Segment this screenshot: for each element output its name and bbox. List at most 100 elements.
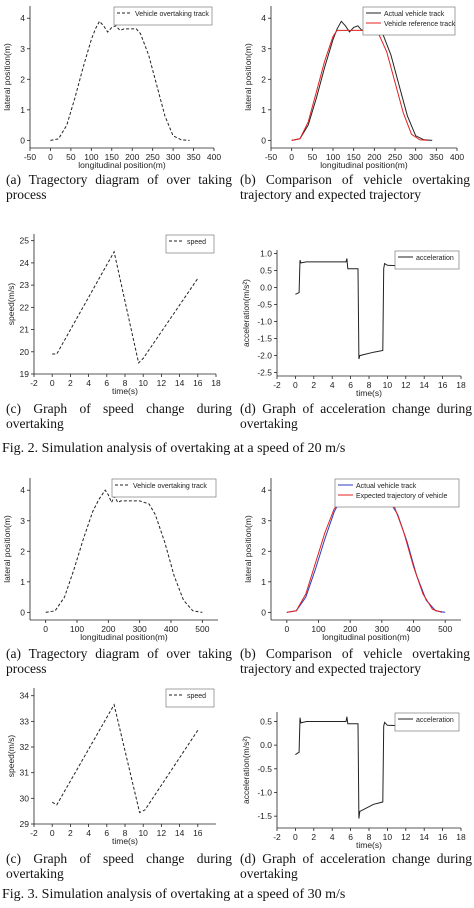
fig2b-xtick-label: 100 (326, 152, 340, 162)
fig3c-xtick-label: 2 (68, 828, 73, 838)
chart-fig2b: 0 1 2 3 4 -50 0 50 100 150 200 250 300 350 400 longitud… (243, 6, 464, 170)
caption-fig2a-line2: process (6, 187, 47, 202)
fig3c-ytick-label: 34 (20, 691, 30, 701)
fig3d-legend-label-1: acceleration (416, 717, 454, 724)
fig3c-xtick-label: 16 (193, 828, 203, 838)
fig2b-y-axis-label: lateral position(m) (243, 43, 253, 111)
fig3b-legend (334, 478, 460, 508)
fig3d-ytick-label: -1.5 (257, 811, 272, 821)
fig2d-xtick-label: 8 (367, 380, 372, 390)
fig3b-xtick-label: 0 (284, 624, 289, 634)
fig2a-y-axis-label: lateral position(m) (2, 43, 12, 111)
caption-fig3d-line1: (d) Graph of acceleration change during (240, 851, 472, 866)
fig3b-xtick-label: 500 (438, 624, 452, 634)
fig2b-ytick-label: 2 (261, 74, 266, 84)
fig3a-y-axis-label: lateral position(m) (2, 515, 12, 583)
fig3c-legend-label-1: speed (187, 693, 206, 700)
caption-fig2b-line1: (b) Comparison of vehicle overtaking (240, 172, 470, 187)
fig2b-ytick-label: 3 (261, 44, 266, 54)
caption-fig3c-line2: overtaking (6, 866, 64, 881)
fig2d-ytick-label: 0.5 (260, 265, 272, 275)
fig3a-ytick-label: 4 (20, 485, 25, 495)
fig2d-xtick-label: 14 (419, 380, 429, 390)
fig2d-xtick-label: 6 (348, 380, 353, 390)
fig3a-xtick-label: 100 (70, 624, 84, 634)
fig2d-xtick-label: 2 (311, 380, 316, 390)
fig2d-xtick-label: 10 (383, 380, 393, 390)
fig2a-xtick-label: 50 (66, 152, 76, 162)
fig3c-ytick-label: 30 (20, 793, 30, 803)
fig2c-xtick-label: 8 (123, 378, 128, 388)
fig2b-xtick-label: 350 (429, 152, 443, 162)
caption-fig2a-line1: (a) Tragectory diagram of over taking (6, 172, 232, 187)
fig3b-xtick-label: 100 (311, 624, 325, 634)
fig3a-ytick-label: 2 (20, 546, 25, 556)
caption-fig3c: (c) Graph of speed change during (6, 851, 232, 866)
fig3c-ytick-label: 31 (20, 768, 30, 778)
fig3c-xtick-label: 14 (175, 828, 185, 838)
fig3d-y-axis-label: acceleration(m/s²) (241, 736, 251, 804)
fig2a-x-axis-label: longitudinal position(m) (78, 160, 166, 170)
fig2c-ytick-label: 20 (20, 347, 30, 357)
caption-fig2a-cont: process (6, 187, 232, 202)
chart-fig3d: -1.5 -1.0 -0.5 0.0 0.5 -2 0 2 4 6 8 10 12 14 16 18 time(… (241, 712, 466, 850)
fig3d-ytick-label: -1.0 (257, 787, 272, 797)
fig2a-xtick-label: 400 (207, 152, 221, 162)
fig3c-xtick-label: 10 (138, 828, 148, 838)
fig3c-x-axis-label: time(s) (112, 836, 138, 846)
fig2a-legend-label-1: Vehicle overtaking track (135, 11, 209, 18)
fig3d-ytick-label: -0.5 (257, 764, 272, 774)
fig3b-legend-label-2: Expected trajectory of vehicle (356, 493, 448, 500)
fig2d-xtick-label: 12 (401, 380, 411, 390)
chart-fig2d: -2.5 -2.0 -1.5 -1.0 -0.5 0.0 0.5 1.0 -2 0 2 4 6 8 10 12… (241, 248, 466, 398)
caption-fig2c-line1: (c) Graph of speed change during (6, 401, 232, 416)
fig3d-ytick-label: 0.5 (260, 716, 272, 726)
figure-3-caption: Fig. 3. Simulation analysis of overtakin… (2, 887, 346, 902)
fig2c-ytick-label: 19 (20, 369, 30, 379)
fig2c-ytick-label: 22 (20, 302, 30, 312)
fig2a-xtick-label: 350 (186, 152, 200, 162)
fig3d-ytick-label: 0.0 (260, 740, 272, 750)
fig3b-ytick-label: 1 (261, 577, 266, 587)
fig3b-series-1-line (286, 489, 446, 613)
fig3d-xtick-label: 6 (348, 832, 353, 842)
caption-fig2a: (a) Tragectory diagram of over taking (6, 172, 232, 187)
fig3c-xtick-label: 12 (157, 828, 167, 838)
fig2b-x-axis-label: longitudinal position(m) (320, 160, 408, 170)
caption-fig3d-line2: overtaking (240, 866, 298, 881)
caption-fig2b: (b) Comparison of vehicle overtaking (240, 172, 470, 187)
fig2d-y-axis-label: acceleration(m/s²) (241, 279, 251, 347)
fig2d-xtick-label: 4 (330, 380, 335, 390)
fig3a-xtick-label: 500 (195, 624, 209, 634)
caption-fig2b-line2: trajectory and expected trajectory (240, 187, 422, 202)
caption-fig3c-cont: overtaking (6, 866, 232, 881)
fig3b-legend-label-1: Actual vehicle track (356, 483, 417, 490)
fig3c-ytick-label: 32 (20, 742, 30, 752)
fig2d-ytick-label: -2.5 (257, 368, 272, 378)
caption-fig2d-line2: overtaking (240, 416, 298, 431)
caption-fig3a-cont: process (6, 661, 232, 676)
chart-fig3b: 0 1 2 3 4 0 100 200 300 400 500 longitudinal positi… (243, 478, 461, 642)
fig3c-series-1-line (51, 703, 199, 814)
fig2b-xtick-label: 250 (388, 152, 402, 162)
fig3b-ytick-label: 0 (261, 607, 266, 617)
fig2b-xtick-label: 200 (367, 152, 381, 162)
fig2c-xtick-label: 16 (193, 378, 203, 388)
caption-fig2b-cont: trajectory and expected trajectory (240, 187, 470, 202)
caption-fig2c: (c) Graph of speed change during (6, 401, 232, 416)
fig2c-xtick-label: -2 (30, 378, 38, 388)
fig3b-xtick-label: 400 (406, 624, 420, 634)
caption-fig3b-line2: trajectory and expected trajectory (240, 661, 422, 676)
fig2a-xtick-label: 100 (84, 152, 98, 162)
fig3b-ytick-label: 2 (261, 546, 266, 556)
fig2b-legend (362, 6, 456, 36)
fig3d-xtick-label: 16 (438, 832, 448, 842)
fig3a-ytick-label: 1 (20, 577, 25, 587)
caption-fig3a-line1: (a) Tragectory diagram of over taking (6, 646, 232, 661)
fig3c-xtick-label: -2 (30, 828, 38, 838)
fig2a-ytick-label: 4 (20, 13, 25, 23)
caption-fig3c-line1: (c) Graph of speed change during (6, 851, 232, 866)
fig2c-series-1-line (52, 250, 199, 364)
fig3d-series-1-line (295, 716, 443, 819)
fig2c-ytick-label: 21 (20, 325, 30, 335)
